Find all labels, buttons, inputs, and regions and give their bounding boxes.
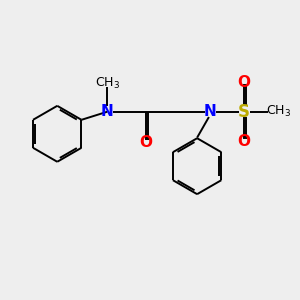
Text: N: N	[204, 104, 217, 119]
Text: O: O	[238, 134, 251, 149]
Text: O: O	[238, 75, 251, 90]
Text: CH$_3$: CH$_3$	[95, 76, 120, 91]
Text: N: N	[101, 104, 114, 119]
Text: O: O	[139, 134, 152, 149]
Text: CH$_3$: CH$_3$	[266, 104, 291, 119]
Text: S: S	[238, 103, 250, 121]
